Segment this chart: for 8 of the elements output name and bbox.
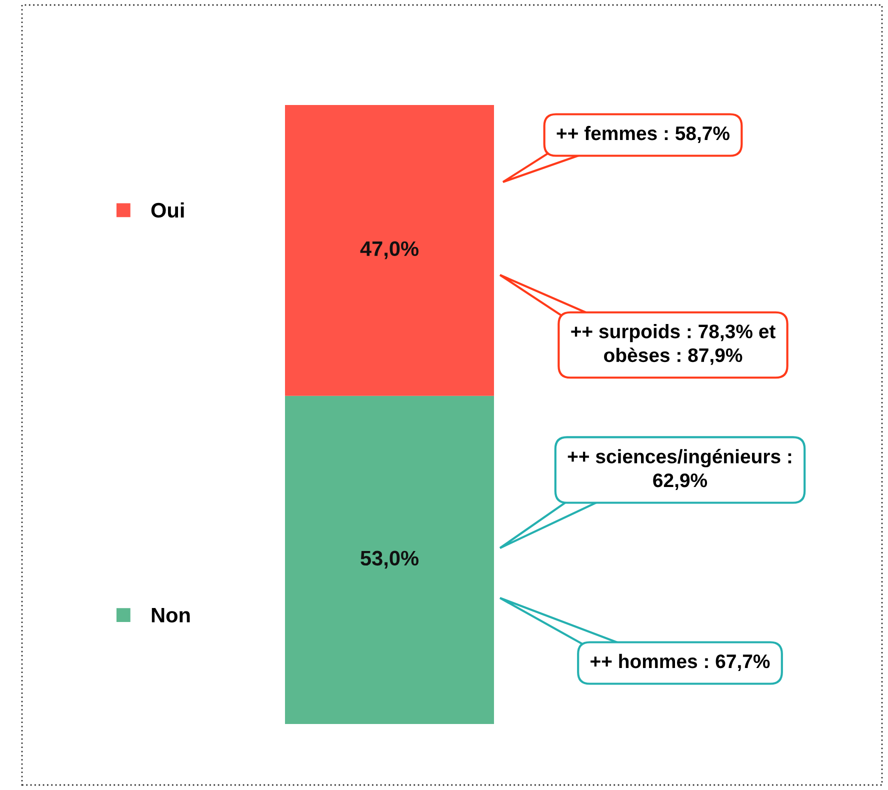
data-label: 53,0% bbox=[360, 550, 418, 569]
data-label: 47,0% bbox=[360, 241, 418, 260]
text: ++ sciences/ingénieurs : 62,9% bbox=[568, 448, 792, 490]
text: ++ hommes : 67,7% bbox=[590, 654, 770, 672]
legend-label: Oui bbox=[151, 202, 184, 218]
text: ++ femmes : 58,7% bbox=[556, 126, 730, 144]
legend-label: Non bbox=[152, 608, 190, 623]
text: ++ surpoids : 78,3% et obèses : 87,9% bbox=[571, 324, 776, 365]
